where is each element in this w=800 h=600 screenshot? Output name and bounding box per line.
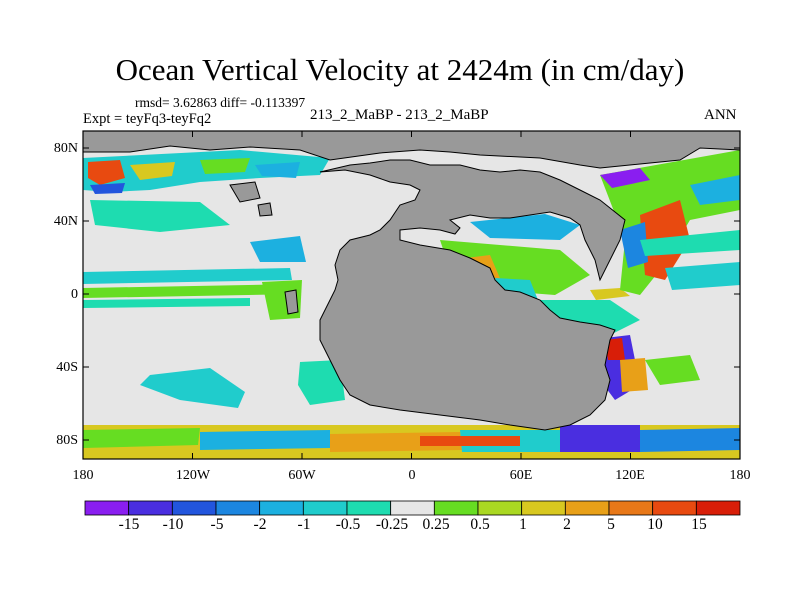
plot-title: Ocean Vertical Velocity at 2424m (in cm/… <box>115 52 685 87</box>
lat-label: 40N <box>53 214 78 229</box>
stats-line: rmsd= 3.62863 diff= -0.113397 <box>135 95 306 110</box>
velocity-patch <box>83 298 250 308</box>
lon-label: 120W <box>175 468 211 483</box>
velocity-patch <box>620 222 648 268</box>
colorbar-label: 0.25 <box>422 516 450 533</box>
velocity-patch <box>645 355 700 385</box>
velocity-patch <box>420 436 520 446</box>
colorbar-swatch <box>84 500 130 516</box>
colorbar-label: 0.5 <box>470 516 490 533</box>
land-island <box>257 202 273 217</box>
velocity-patch <box>83 284 300 298</box>
colorbar-swatch <box>390 500 435 516</box>
colorbar-swatch <box>652 500 697 516</box>
lon-label: 180 <box>729 468 751 483</box>
velocity-patch <box>560 425 640 452</box>
colorbar-label: 10 <box>647 516 663 533</box>
colorbar-swatch <box>346 500 392 516</box>
season-label: ANN <box>704 107 737 123</box>
velocity-patch <box>605 338 625 360</box>
velocity-patch <box>640 230 740 256</box>
colorbar-label: -5 <box>210 516 224 533</box>
velocity-patch <box>88 160 125 185</box>
experiment-line: Expt = teyFq3-teyFq2 <box>83 111 212 127</box>
land-north <box>83 131 740 169</box>
velocity-patch <box>200 158 250 174</box>
colorbar-swatch <box>171 500 217 516</box>
velocity-patch <box>255 162 300 178</box>
colorbar-label: -10 <box>162 516 184 533</box>
colorbar-swatch <box>477 500 523 516</box>
velocity-patch <box>130 162 175 180</box>
colorbar-label: 15 <box>691 516 707 533</box>
colorbar-label: -15 <box>118 516 140 533</box>
land-island <box>229 181 261 203</box>
colorbar-swatch <box>608 500 654 516</box>
colorbar-swatch <box>128 500 173 516</box>
colorbar-label: -2 <box>253 516 267 533</box>
lat-label: 80S <box>56 433 78 448</box>
lat-label: 0 <box>71 287 78 302</box>
colorbar-swatch <box>564 500 610 516</box>
velocity-patch <box>620 358 648 392</box>
velocity-patch <box>665 262 740 290</box>
map-panel <box>83 131 740 459</box>
colorbar-swatch <box>433 500 479 516</box>
lon-label: 120E <box>615 468 645 483</box>
lon-label: 60W <box>288 468 316 483</box>
colorbar <box>84 500 741 516</box>
colorbar-swatch <box>215 500 261 516</box>
velocity-patch <box>470 214 580 240</box>
colorbar-swatch <box>695 500 741 516</box>
land-west-continent <box>319 159 626 431</box>
velocity-patch <box>200 430 330 450</box>
velocity-patch <box>250 236 306 262</box>
colorbar-swatch <box>302 500 348 516</box>
axis-ticks <box>82 131 741 459</box>
lon-label: 0 <box>408 468 416 483</box>
velocity-patch <box>690 175 740 205</box>
colorbar-swatch <box>259 500 304 516</box>
velocity-patch <box>640 428 740 452</box>
lon-label: 60E <box>509 468 533 483</box>
lat-label: 40S <box>56 360 78 375</box>
velocity-patch <box>140 368 245 408</box>
case-line: 213_2_MaBP - 213_2_MaBP <box>310 107 489 123</box>
colorbar-swatch <box>521 500 566 516</box>
lat-label: 80N <box>53 141 78 156</box>
velocity-patch <box>90 200 230 232</box>
velocity-patch <box>590 288 630 300</box>
colorbar-label: 1 <box>519 516 527 533</box>
velocity-patch <box>298 360 345 405</box>
land-island <box>284 289 299 315</box>
colorbar-label: 2 <box>563 516 571 533</box>
velocity-patch <box>83 268 292 284</box>
velocity-patch <box>90 183 125 194</box>
colorbar-label: -0.5 <box>335 516 361 533</box>
velocity-patch <box>600 168 650 188</box>
lon-label: 180 <box>72 468 94 483</box>
colorbar-label: -0.25 <box>375 516 409 533</box>
colorbar-label: -1 <box>297 516 311 533</box>
colorbar-label: 5 <box>607 516 615 533</box>
velocity-patch <box>83 428 200 448</box>
